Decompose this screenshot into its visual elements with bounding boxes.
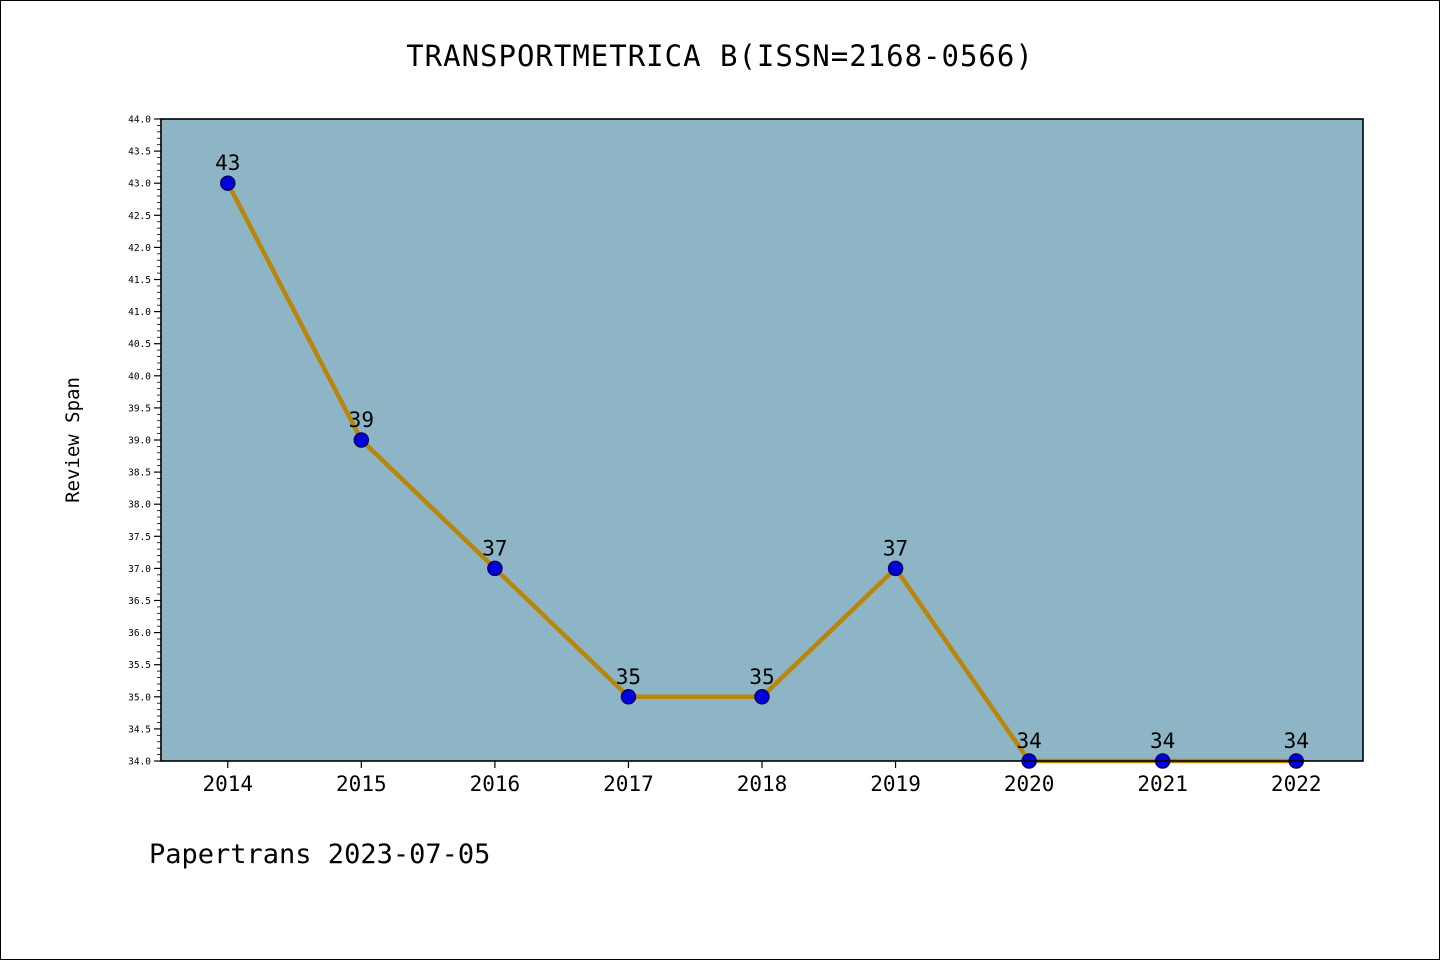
y-tick-label: 35.0 <box>128 692 151 703</box>
x-tick-label: 2019 <box>870 772 921 796</box>
y-tick-label: 43.0 <box>128 179 151 190</box>
y-tick-label: 38.5 <box>128 468 151 479</box>
y-tick-label: 43.5 <box>128 147 151 158</box>
y-tick-label: 37.5 <box>128 532 151 543</box>
data-point-marker <box>754 689 770 705</box>
axis-frame <box>160 118 1364 762</box>
x-tick-label: 2014 <box>202 772 253 796</box>
y-tick-label: 34.5 <box>128 724 151 735</box>
y-tick-label: 36.5 <box>128 596 151 607</box>
y-tick-label: 38.0 <box>128 500 151 511</box>
watermark-footer: Papertrans 2023-07-05 <box>149 839 491 870</box>
y-tick-label: 44.0 <box>128 115 151 126</box>
data-point-marker <box>887 560 904 577</box>
data-point-label: 35 <box>616 665 641 689</box>
x-tick-label: 2021 <box>1137 772 1188 796</box>
x-tick-label: 2022 <box>1271 772 1322 796</box>
data-point-marker <box>620 689 637 705</box>
y-axis-label: Review Span <box>62 377 84 503</box>
y-tick-label: 39.0 <box>128 436 151 447</box>
data-point-marker <box>220 175 236 191</box>
data-point-label: 37 <box>482 536 507 560</box>
y-tick-label: 34.0 <box>128 757 151 768</box>
x-tick-label: 2016 <box>470 772 521 796</box>
data-point-label: 35 <box>749 665 774 689</box>
y-tick-label: 37.0 <box>128 564 151 575</box>
x-tick-label: 2017 <box>603 772 654 796</box>
y-tick-label: 42.5 <box>128 211 151 222</box>
y-tick-label: 41.0 <box>128 307 151 318</box>
data-point-label: 34 <box>1016 729 1041 753</box>
x-tick-label: 2020 <box>1004 772 1055 796</box>
data-point-label: 37 <box>883 536 908 560</box>
y-tick-label: 41.5 <box>128 275 151 286</box>
data-point-marker <box>353 432 370 448</box>
y-tick-label: 36.0 <box>128 628 151 639</box>
data-point-label: 39 <box>349 408 374 432</box>
chart-title: TRANSPORTMETRICA B(ISSN=2168-0566) <box>406 39 1034 73</box>
data-point-marker <box>487 560 503 577</box>
x-tick-label: 2015 <box>336 772 387 796</box>
x-tick-label: 2018 <box>737 772 788 796</box>
data-point-label: 43 <box>215 151 240 175</box>
y-tick-label: 35.5 <box>128 660 151 671</box>
data-point-label: 34 <box>1150 729 1175 753</box>
review-span-line-chart: 34.0 34.5 35.0 35.5 36.0 36.5 37.0 37.5 38.0 38.5… <box>62 115 1364 796</box>
y-tick-label: 40.0 <box>128 371 151 382</box>
y-tick-label: 40.5 <box>128 339 151 350</box>
y-tick-label: 42.0 <box>128 243 151 254</box>
data-point-label: 34 <box>1284 729 1309 753</box>
y-tick-label: 39.5 <box>128 403 151 414</box>
